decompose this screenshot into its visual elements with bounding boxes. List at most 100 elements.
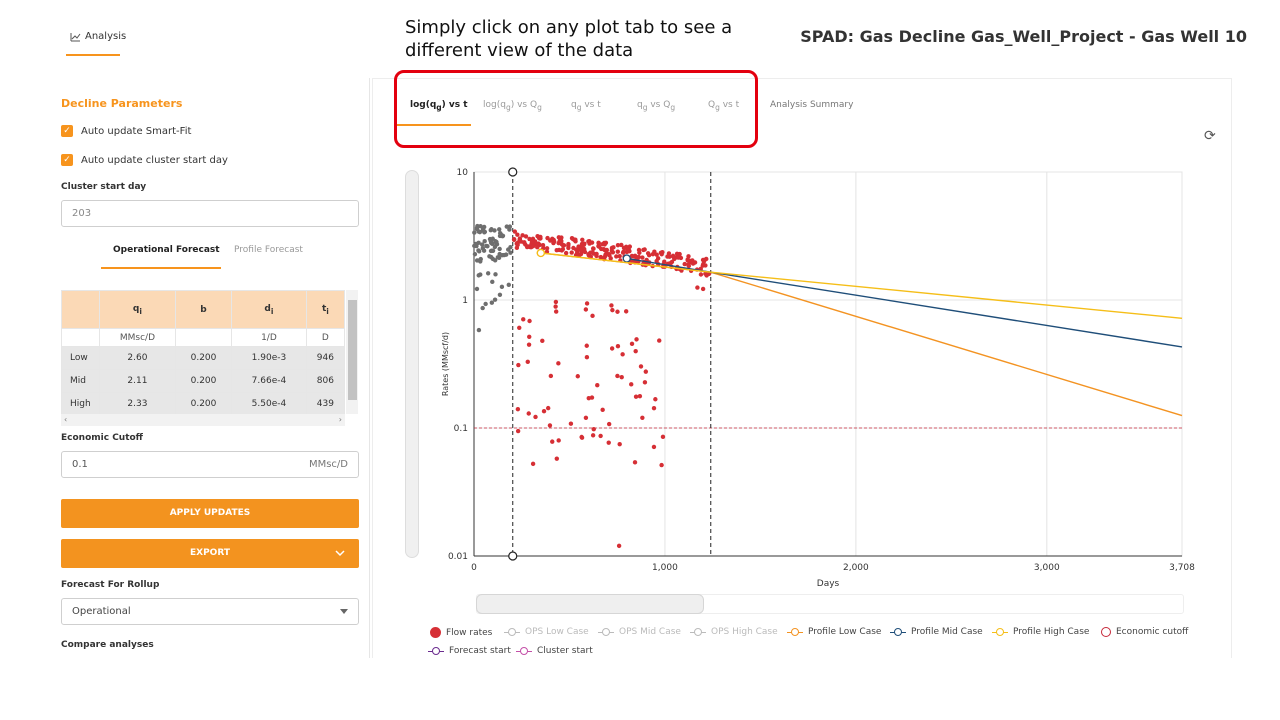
table-row: Low 2.60 0.200 1.90e-3 946 bbox=[61, 346, 346, 370]
legend-profile-low[interactable]: Profile Low Case bbox=[787, 627, 881, 637]
legend-flow-rates[interactable]: Flow rates bbox=[430, 627, 492, 638]
chart-vertical-slider[interactable] bbox=[405, 170, 419, 558]
auto-cluster-label: Auto update cluster start day bbox=[81, 154, 228, 166]
history-point bbox=[489, 248, 495, 253]
history-point bbox=[476, 229, 481, 234]
scroll-right-icon[interactable]: › bbox=[338, 415, 342, 424]
decline-parameters-title: Decline Parameters bbox=[61, 97, 183, 110]
auto-smartfit-checkbox[interactable]: ✓ Auto update Smart-Fit bbox=[61, 125, 191, 137]
flow-rate-point bbox=[609, 248, 614, 253]
subtab-operational-forecast[interactable]: Operational Forecast bbox=[113, 245, 220, 255]
flow-rate-point bbox=[637, 393, 643, 399]
legend-label: Flow rates bbox=[446, 627, 493, 638]
legend-forecast-start[interactable]: Forecast start bbox=[428, 646, 511, 656]
table-scroll-thumb[interactable] bbox=[348, 300, 357, 400]
flow-rate-point bbox=[578, 251, 584, 257]
export-button[interactable]: EXPORT bbox=[61, 539, 359, 568]
table-cell[interactable]: 5.50e-4 bbox=[231, 392, 307, 416]
legend-ops-mid[interactable]: OPS Mid Case bbox=[598, 627, 681, 637]
table-cell[interactable]: 0.200 bbox=[174, 346, 233, 370]
chart-line-icon bbox=[70, 32, 81, 41]
tab-qg-vs-t[interactable]: qg vs t bbox=[571, 100, 601, 112]
x-tick-label: 0 bbox=[471, 563, 477, 573]
tab-sub: g bbox=[505, 102, 511, 112]
flow-rate-point bbox=[556, 361, 561, 366]
flow-rate-point bbox=[512, 229, 518, 234]
flow-rate-point bbox=[515, 406, 521, 412]
flow-rate-point bbox=[598, 433, 603, 439]
flow-rate-point bbox=[574, 247, 579, 252]
flow-rate-point bbox=[652, 249, 657, 254]
forecast-rollup-value: Operational bbox=[72, 606, 131, 617]
table-cell[interactable]: 439 bbox=[305, 392, 346, 416]
table-cell[interactable]: 1.90e-3 bbox=[231, 346, 307, 370]
table-cell[interactable]: 2.33 bbox=[99, 392, 176, 416]
table-cell[interactable]: 2.60 bbox=[99, 346, 176, 370]
line-marker-icon bbox=[992, 627, 1008, 637]
flow-rate-point bbox=[544, 246, 550, 251]
table-cell[interactable]: 0.200 bbox=[174, 369, 233, 393]
flow-rate-point bbox=[608, 256, 613, 261]
history-point bbox=[478, 259, 483, 264]
history-point bbox=[482, 239, 487, 244]
flow-rate-point bbox=[582, 246, 587, 252]
subtab-profile-forecast[interactable]: Profile Forecast bbox=[234, 245, 303, 255]
tab-analysis[interactable]: Analysis bbox=[70, 31, 126, 42]
flow-rate-point bbox=[515, 428, 521, 434]
tab-log-qg-vs-Qg[interactable]: log(qg) vs Qg bbox=[483, 100, 542, 112]
tab-text: log(q bbox=[483, 100, 506, 110]
flow-rate-point bbox=[643, 369, 649, 374]
flow-rate-point bbox=[621, 245, 627, 251]
table-cell[interactable]: 7.66e-4 bbox=[231, 369, 307, 393]
cluster-start-input[interactable]: 203 bbox=[61, 200, 359, 227]
forecast-rollup-select[interactable]: Operational bbox=[61, 598, 359, 625]
economic-cutoff-input[interactable]: 0.1 MMsc/D bbox=[61, 451, 359, 478]
refresh-icon[interactable]: ⟳ bbox=[1204, 128, 1216, 144]
history-point bbox=[506, 247, 511, 252]
flow-rate-point bbox=[589, 240, 595, 245]
flow-rate-point bbox=[550, 439, 555, 444]
apply-updates-button[interactable]: APPLY UPDATES bbox=[61, 499, 359, 528]
flow-rate-point bbox=[553, 309, 559, 314]
legend-profile-high[interactable]: Profile High Case bbox=[992, 627, 1089, 637]
flow-rate-point bbox=[568, 421, 574, 426]
tab-analysis-summary[interactable]: Analysis Summary bbox=[770, 100, 854, 110]
table-cell: High bbox=[61, 392, 100, 416]
tab-Qg-vs-t[interactable]: Qg vs t bbox=[708, 100, 739, 112]
table-unit: D bbox=[305, 328, 346, 347]
legend-ops-low[interactable]: OPS Low Case bbox=[504, 627, 589, 637]
flow-rate-point bbox=[640, 415, 645, 420]
table-unit bbox=[174, 328, 233, 347]
tab-sub: g bbox=[537, 102, 542, 112]
tab-qg-vs-Qg[interactable]: qg vs Qg bbox=[637, 100, 675, 112]
legend-economic-cutoff[interactable]: Economic cutoff bbox=[1101, 627, 1188, 637]
flow-rate-point bbox=[632, 253, 638, 258]
legend-cluster-start[interactable]: Cluster start bbox=[516, 646, 593, 656]
auto-cluster-checkbox[interactable]: ✓ Auto update cluster start day bbox=[61, 154, 228, 166]
chevron-down-icon bbox=[335, 550, 345, 557]
table-unit: 1/D bbox=[231, 328, 307, 347]
chart-horizontal-slider-thumb[interactable] bbox=[476, 594, 704, 614]
legend-label: Profile High Case bbox=[1013, 627, 1090, 637]
history-point bbox=[501, 252, 507, 258]
auto-smartfit-label: Auto update Smart-Fit bbox=[81, 125, 192, 137]
tab-text: Q bbox=[708, 100, 716, 110]
flow-rate-point bbox=[517, 236, 523, 241]
flow-rate-point bbox=[590, 250, 595, 255]
flow-rate-point bbox=[629, 341, 635, 347]
flow-rate-point bbox=[642, 380, 648, 385]
tab-log-qg-vs-t[interactable]: log(qg) vs t bbox=[410, 100, 468, 112]
table-cell[interactable]: 0.200 bbox=[174, 392, 233, 416]
scroll-left-icon[interactable]: ‹ bbox=[64, 415, 68, 424]
tab-sub: g bbox=[436, 102, 442, 112]
table-cell[interactable]: 946 bbox=[305, 346, 346, 370]
legend-ops-high[interactable]: OPS High Case bbox=[690, 627, 778, 637]
flow-rate-point bbox=[547, 423, 553, 428]
history-point bbox=[483, 301, 488, 307]
table-cell[interactable]: 806 bbox=[305, 369, 346, 393]
tab-text: vs t bbox=[581, 100, 601, 110]
history-point bbox=[472, 230, 477, 235]
table-horizontal-scrollbar[interactable]: ‹ › bbox=[61, 414, 345, 426]
table-cell[interactable]: 2.11 bbox=[99, 369, 176, 393]
legend-profile-mid[interactable]: Profile Mid Case bbox=[890, 627, 983, 637]
